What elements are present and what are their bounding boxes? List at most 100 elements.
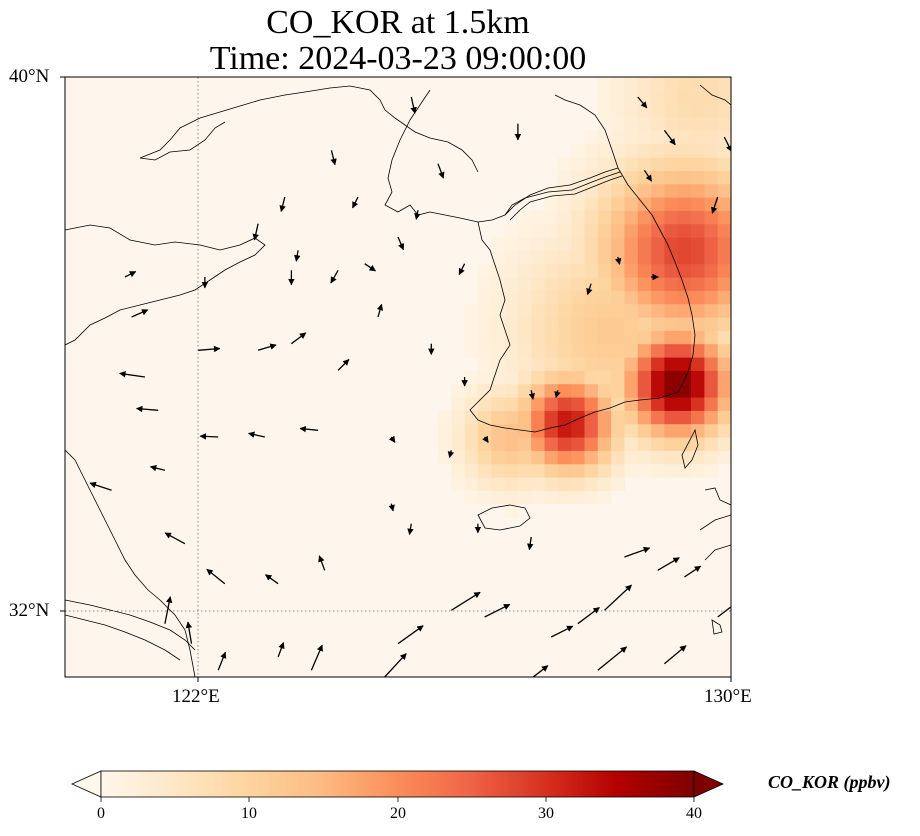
- field-cell: [717, 170, 731, 185]
- field-cell: [531, 410, 546, 425]
- field-cell: [504, 303, 519, 318]
- field-cell: [517, 490, 532, 505]
- field-cell: [637, 210, 652, 225]
- field-cell: [677, 90, 692, 105]
- field-cell: [597, 103, 612, 118]
- axis-ticks: [60, 76, 732, 682]
- field-cell: [691, 117, 705, 131]
- field-cell: [597, 90, 612, 105]
- wind-arrow: [131, 309, 149, 318]
- field-cell: [664, 410, 679, 425]
- field-cell: [691, 130, 705, 145]
- field-cell: [704, 423, 719, 438]
- field-cell: [611, 330, 625, 345]
- field-cell: [691, 277, 705, 291]
- field-cell: [717, 343, 731, 358]
- wind-arrow: [637, 96, 648, 109]
- field-cell: [717, 250, 731, 265]
- field-cell: [611, 197, 625, 211]
- field-cell: [677, 250, 692, 265]
- field-cell: [704, 103, 719, 118]
- field-cell: [597, 197, 612, 211]
- field-cell: [451, 477, 466, 491]
- field-cell: [517, 383, 532, 398]
- field-cell: [571, 263, 586, 278]
- field-cell: [651, 343, 665, 358]
- field-cell: [584, 197, 599, 211]
- wind-arrow: [450, 591, 481, 611]
- field-cell: [531, 463, 546, 478]
- field-cell: [544, 210, 559, 225]
- field-cell: [571, 423, 586, 438]
- field-cell: [464, 410, 479, 425]
- field-cell: [624, 290, 639, 305]
- field-cell: [611, 463, 625, 478]
- wind-arrow: [717, 605, 731, 618]
- field-cell: [664, 157, 679, 171]
- field-cell: [664, 117, 679, 131]
- field-cell: [464, 397, 479, 411]
- wind-arrow: [264, 574, 279, 585]
- field-cell: [651, 357, 665, 371]
- field-cell: [704, 450, 719, 465]
- field-cell: [571, 410, 586, 425]
- wind-arrow: [482, 435, 489, 443]
- field-cell: [624, 383, 639, 398]
- field-cell: [544, 410, 559, 425]
- field-cell: [611, 410, 625, 425]
- field-cell: [664, 223, 679, 238]
- field-cell: [571, 277, 586, 291]
- field-cell: [477, 343, 492, 358]
- field-cell: [597, 77, 612, 91]
- field-cell: [704, 383, 719, 398]
- field-cell: [704, 210, 719, 225]
- wind-arrow: [554, 390, 561, 399]
- field-cell: [531, 223, 546, 238]
- field-cell: [491, 410, 506, 425]
- field-cell: [704, 90, 719, 105]
- wind-arrow: [310, 644, 323, 671]
- field-cell: [464, 343, 479, 358]
- field-cell: [664, 210, 679, 225]
- wind-arrow: [458, 263, 466, 276]
- field-cell: [611, 370, 625, 385]
- field-cell: [611, 317, 625, 331]
- field-cell: [624, 223, 639, 238]
- field-cell: [477, 397, 492, 411]
- field-cell: [704, 170, 719, 185]
- field-cell: [504, 277, 519, 291]
- field-cell: [717, 423, 731, 438]
- field-cell: [531, 250, 546, 265]
- field-cell: [597, 237, 612, 251]
- wind-arrow: [277, 641, 285, 658]
- field-cell: [704, 370, 719, 385]
- field-cell: [611, 290, 625, 305]
- field-cell: [571, 250, 586, 265]
- field-cell: [504, 423, 519, 438]
- field-cell: [611, 237, 625, 251]
- field-cell: [504, 357, 519, 371]
- field-cell: [451, 397, 466, 411]
- field-cell: [597, 423, 612, 438]
- field-cell: [704, 330, 719, 345]
- field-cell: [504, 250, 519, 265]
- field-cell: [717, 410, 731, 425]
- field-cell: [664, 183, 679, 198]
- field-cell: [704, 157, 719, 171]
- lon-label-130e: 130°E: [704, 686, 752, 707]
- field-cell: [557, 223, 572, 238]
- wind-arrow: [135, 405, 159, 413]
- field-cell: [557, 210, 572, 225]
- field-cell: [584, 130, 599, 145]
- field-cell: [464, 383, 479, 398]
- field-cell: [517, 463, 532, 478]
- field-cell: [531, 490, 546, 505]
- field-cell: [504, 490, 519, 505]
- field-cell: [544, 263, 559, 278]
- field-cell: [717, 317, 731, 331]
- field-cell: [504, 477, 519, 491]
- field-cell: [517, 330, 532, 345]
- field-cell: [571, 343, 586, 358]
- field-cell: [531, 450, 546, 465]
- wind-arrow: [397, 625, 424, 645]
